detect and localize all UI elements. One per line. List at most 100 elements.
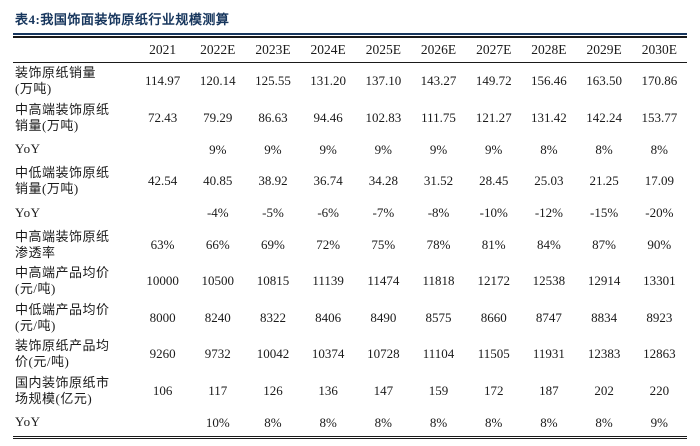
value-cell: 202 bbox=[594, 382, 614, 398]
value-cell: 156.46 bbox=[531, 73, 567, 89]
value-cell: 12863 bbox=[643, 346, 676, 362]
value-cell: 11931 bbox=[532, 346, 565, 362]
table-row: 中低端产品均价 (元/吨) 8000 8240 8322 8406 8490 8575 866… bbox=[13, 300, 687, 337]
value-cell: 10000 bbox=[146, 273, 179, 289]
value-cell: 42.54 bbox=[147, 173, 178, 189]
value-cell: 9% bbox=[209, 141, 227, 157]
value-cell: 72% bbox=[316, 236, 341, 252]
value-cell: 75% bbox=[371, 236, 396, 252]
value-cell: 25.03 bbox=[534, 173, 564, 189]
value-cell: 84% bbox=[536, 236, 561, 252]
header-cell-year: 2030E bbox=[631, 37, 687, 63]
value-cell: 8% bbox=[264, 414, 282, 430]
value-cell: -7% bbox=[372, 205, 395, 220]
value-cell: 8% bbox=[319, 414, 337, 430]
value-cell: 38.92 bbox=[258, 173, 288, 189]
table-body: 装饰原纸销量 (万吨) 114.97 120.14 125.55 131.20 137.1… bbox=[13, 63, 687, 438]
value-cell: -15% bbox=[590, 205, 619, 220]
value-cell: 117 bbox=[208, 382, 228, 398]
value-cell: 131.20 bbox=[310, 73, 347, 89]
value-cell: -10% bbox=[479, 205, 508, 220]
value-cell: 8575 bbox=[425, 309, 452, 325]
row-label: 装饰原纸产品均 价(元/吨) bbox=[15, 338, 110, 370]
table-row: YoY 9% 9% 9% 9% 9% 9% 8% 8% 8% bbox=[13, 136, 687, 163]
row-label: 装饰原纸销量 (万吨) bbox=[15, 65, 97, 97]
table-title: 表4:我国饰面装饰原纸行业规模测算 bbox=[15, 12, 230, 27]
value-cell bbox=[135, 409, 190, 438]
value-cell: 10728 bbox=[367, 346, 400, 362]
value-cell: 111.75 bbox=[421, 109, 456, 125]
row-label: YoY bbox=[15, 204, 41, 220]
value-cell: 10% bbox=[205, 414, 230, 430]
value-cell: 94.46 bbox=[313, 109, 343, 125]
value-cell: 36.74 bbox=[313, 173, 343, 189]
value-cell: 163.50 bbox=[586, 73, 622, 89]
value-cell: 9% bbox=[650, 414, 669, 430]
value-cell: 8322 bbox=[259, 309, 286, 325]
value-cell: 69% bbox=[261, 236, 285, 252]
value-cell: -5% bbox=[262, 205, 284, 220]
value-cell: 102.83 bbox=[365, 109, 402, 125]
table-header-row: 2021 2022E 2023E 2024E 2025E 2026E 2027E 2028E 2… bbox=[13, 37, 687, 63]
header-cell-label bbox=[13, 37, 135, 63]
value-cell: 8% bbox=[374, 414, 393, 430]
value-cell: 81% bbox=[481, 236, 506, 252]
value-cell: 10042 bbox=[256, 346, 290, 362]
industry-scale-table: 2021 2022E 2023E 2024E 2025E 2026E 2027E 2028E 2… bbox=[13, 36, 687, 439]
value-cell: 17.09 bbox=[644, 173, 674, 189]
header-cell-year: 2028E bbox=[521, 37, 577, 63]
table-row: 中高端装饰原纸 销量(万吨) 72.43 79.29 86.63 94.46 102.83… bbox=[13, 100, 687, 137]
value-cell: 106 bbox=[152, 382, 173, 398]
value-cell: 8240 bbox=[204, 309, 231, 325]
header-cell-year: 2029E bbox=[576, 37, 632, 63]
value-cell: 8834 bbox=[591, 309, 618, 325]
header-cell-year: 2023E bbox=[245, 37, 301, 63]
value-cell: 11474 bbox=[367, 273, 400, 289]
value-cell: 147 bbox=[373, 382, 394, 398]
value-cell bbox=[135, 136, 190, 163]
value-cell: 8406 bbox=[315, 309, 342, 325]
value-cell: 10815 bbox=[256, 273, 290, 289]
value-cell: 8% bbox=[650, 141, 669, 157]
value-cell: 220 bbox=[649, 382, 670, 398]
value-cell: -12% bbox=[534, 205, 563, 220]
value-cell: 137.10 bbox=[365, 73, 402, 89]
value-cell: 78% bbox=[426, 236, 451, 252]
value-cell: 21.25 bbox=[589, 173, 619, 189]
value-cell: 13301 bbox=[643, 273, 676, 289]
value-cell: 12383 bbox=[587, 346, 621, 362]
value-cell: 142.24 bbox=[586, 109, 622, 125]
value-cell: 8747 bbox=[535, 309, 562, 325]
table-row: 装饰原纸产品均 价(元/吨) 9260 9732 10042 10374 10728 111… bbox=[13, 336, 687, 373]
value-cell: 79.29 bbox=[203, 109, 233, 125]
value-cell: 90% bbox=[647, 236, 672, 252]
table-header: 2021 2022E 2023E 2024E 2025E 2026E 2027E 2028E 2… bbox=[13, 37, 687, 63]
table-row: YoY 10% 8% 8% 8% 8% 8% 8% 8% 9% bbox=[13, 409, 687, 438]
value-cell: 8% bbox=[429, 414, 448, 430]
value-cell: 11104 bbox=[422, 346, 455, 362]
table-row: YoY -4% -5% -6% -7% -8% -10% -12% -15% -20% bbox=[13, 200, 687, 227]
value-cell: 114.97 bbox=[144, 73, 181, 89]
row-label: 中高端装饰原纸 销量(万吨) bbox=[15, 101, 110, 133]
value-cell: 8% bbox=[595, 414, 613, 430]
value-cell: 9260 bbox=[149, 346, 176, 362]
value-cell: 126 bbox=[263, 382, 283, 398]
value-cell: 8% bbox=[540, 414, 558, 430]
title-underline bbox=[13, 33, 687, 35]
row-label: YoY bbox=[15, 414, 41, 430]
value-cell: 136 bbox=[318, 382, 338, 398]
value-cell: 9% bbox=[319, 141, 337, 157]
value-cell: 8660 bbox=[480, 309, 507, 325]
value-cell: 8000 bbox=[149, 309, 176, 325]
value-cell bbox=[135, 200, 190, 227]
header-cell-year: 2027E bbox=[466, 37, 522, 63]
header-cell-year: 2022E bbox=[190, 37, 246, 63]
value-cell: 8% bbox=[595, 141, 613, 157]
value-cell: 87% bbox=[592, 236, 617, 252]
value-cell: 12914 bbox=[587, 273, 621, 289]
value-cell: 86.63 bbox=[258, 109, 288, 125]
value-cell: 40.85 bbox=[203, 173, 233, 189]
value-cell: 12538 bbox=[532, 273, 566, 289]
value-cell: 9% bbox=[485, 141, 503, 157]
row-label: 中低端产品均价 (元/吨) bbox=[15, 301, 110, 333]
